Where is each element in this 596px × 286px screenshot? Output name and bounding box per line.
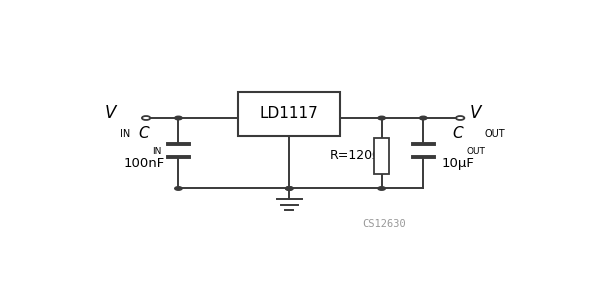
Circle shape — [378, 187, 386, 190]
Circle shape — [175, 187, 182, 190]
Text: C: C — [452, 126, 463, 141]
Text: LD1117: LD1117 — [260, 106, 319, 121]
Circle shape — [285, 187, 293, 190]
Circle shape — [175, 116, 182, 120]
Circle shape — [378, 116, 386, 120]
Text: 100nF: 100nF — [123, 157, 164, 170]
Circle shape — [142, 116, 150, 120]
Text: V: V — [104, 104, 116, 122]
Text: OUT: OUT — [484, 129, 505, 139]
Circle shape — [456, 116, 464, 120]
Circle shape — [285, 187, 293, 190]
Text: IN: IN — [152, 146, 162, 156]
Circle shape — [420, 116, 427, 120]
Text: IN: IN — [120, 129, 130, 139]
Text: OUT: OUT — [466, 146, 485, 156]
Text: CS12630: CS12630 — [362, 219, 406, 229]
Text: 10μF: 10μF — [442, 157, 474, 170]
Bar — [238, 92, 340, 136]
Text: R=120Ω: R=120Ω — [330, 150, 383, 162]
Bar — [374, 138, 389, 174]
Text: C: C — [138, 126, 149, 141]
Text: V: V — [470, 104, 481, 122]
